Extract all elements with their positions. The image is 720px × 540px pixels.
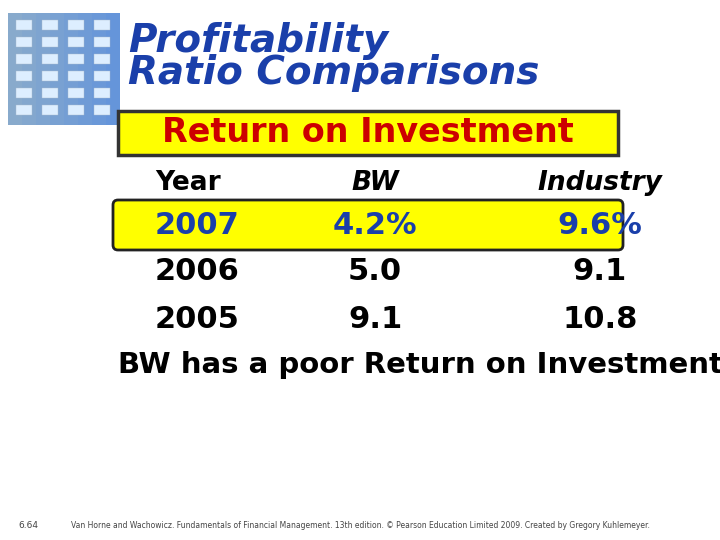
Bar bbox=[68, 105, 84, 115]
Bar bbox=[16, 54, 32, 64]
Bar bbox=[94, 20, 110, 30]
Text: Ratio Comparisons: Ratio Comparisons bbox=[128, 54, 539, 92]
Bar bbox=[94, 71, 110, 81]
Text: Van Horne and Wachowicz. Fundamentals of Financial Management. 13th edition. © P: Van Horne and Wachowicz. Fundamentals of… bbox=[71, 522, 649, 530]
Bar bbox=[94, 37, 110, 47]
Bar bbox=[42, 88, 58, 98]
Text: 9.1: 9.1 bbox=[348, 306, 402, 334]
Bar bbox=[42, 71, 58, 81]
Bar bbox=[16, 20, 32, 30]
Bar bbox=[42, 37, 58, 47]
Text: 9.6%: 9.6% bbox=[557, 211, 642, 240]
FancyBboxPatch shape bbox=[22, 13, 36, 125]
Bar bbox=[16, 88, 32, 98]
FancyBboxPatch shape bbox=[113, 200, 623, 250]
Text: 2006: 2006 bbox=[155, 258, 240, 287]
Bar bbox=[42, 20, 58, 30]
Text: BW: BW bbox=[351, 170, 399, 196]
FancyBboxPatch shape bbox=[106, 13, 120, 125]
Bar bbox=[68, 20, 84, 30]
FancyBboxPatch shape bbox=[118, 111, 618, 155]
Bar bbox=[94, 105, 110, 115]
Bar bbox=[16, 37, 32, 47]
Text: 10.8: 10.8 bbox=[562, 306, 638, 334]
FancyBboxPatch shape bbox=[64, 13, 78, 125]
FancyBboxPatch shape bbox=[36, 13, 50, 125]
Text: BW has a poor Return on Investment.: BW has a poor Return on Investment. bbox=[118, 351, 720, 379]
FancyBboxPatch shape bbox=[92, 13, 106, 125]
Bar bbox=[42, 54, 58, 64]
FancyBboxPatch shape bbox=[8, 13, 120, 125]
Text: Profitability: Profitability bbox=[128, 22, 388, 60]
Bar bbox=[42, 105, 58, 115]
Text: 5.0: 5.0 bbox=[348, 258, 402, 287]
Bar bbox=[16, 105, 32, 115]
Text: Industry: Industry bbox=[538, 170, 662, 196]
Text: 2005: 2005 bbox=[155, 306, 240, 334]
Bar bbox=[68, 37, 84, 47]
Text: Year: Year bbox=[155, 170, 220, 196]
FancyBboxPatch shape bbox=[50, 13, 64, 125]
Text: 9.1: 9.1 bbox=[573, 258, 627, 287]
Bar bbox=[68, 71, 84, 81]
Bar bbox=[94, 88, 110, 98]
Text: 2007: 2007 bbox=[155, 211, 240, 240]
Text: 4.2%: 4.2% bbox=[333, 211, 418, 240]
Bar bbox=[16, 71, 32, 81]
Bar bbox=[94, 54, 110, 64]
Text: Return on Investment: Return on Investment bbox=[162, 117, 574, 150]
FancyBboxPatch shape bbox=[78, 13, 92, 125]
Bar bbox=[68, 54, 84, 64]
FancyBboxPatch shape bbox=[8, 13, 22, 125]
Bar bbox=[68, 88, 84, 98]
Text: 6.64: 6.64 bbox=[18, 522, 38, 530]
